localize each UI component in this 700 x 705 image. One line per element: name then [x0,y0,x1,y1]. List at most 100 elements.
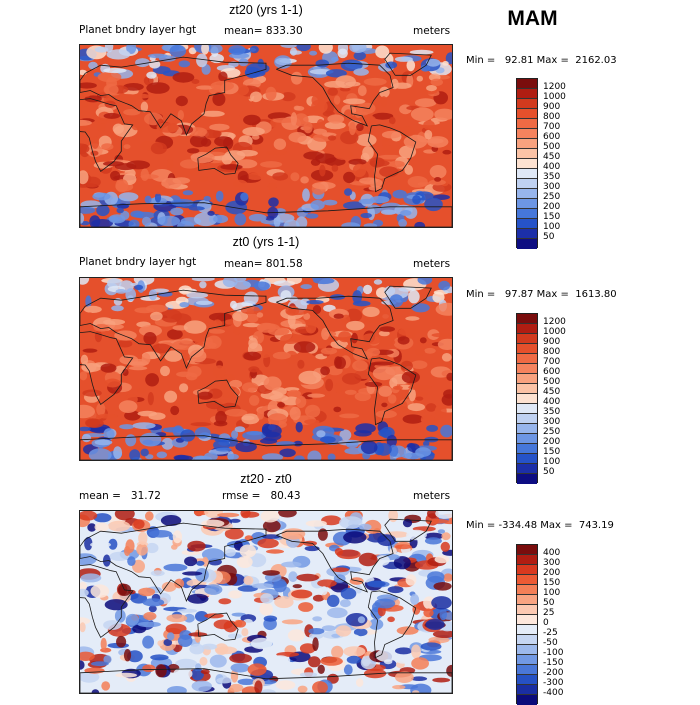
colorbar-swatch [517,374,537,384]
mean-label: mean= 833.30 [224,25,303,37]
colorbar-tick-label: 0 [543,618,549,628]
colorbar-tick-label: 300 [543,182,561,192]
coastline [367,590,417,659]
colorbar-tick-label: 450 [543,387,561,397]
colorbar-tick-label: 500 [543,377,561,387]
colorbar-tick-label: 200 [543,568,561,578]
coastline [384,285,432,309]
mean-label: mean= 801.58 [224,258,303,270]
coastline [80,668,452,693]
colorbar-tick-label: 900 [543,337,561,347]
coastline [384,518,432,542]
panel-title: zt20 - zt0 [240,472,292,486]
colorbar-tick-label: 400 [543,548,561,558]
coastline [276,528,394,593]
colorbar-swatch [517,139,537,149]
colorbar-tick-label: 900 [543,102,561,112]
colorbar-tick-label: 50 [543,467,555,477]
colorbar-swatch [517,119,537,129]
colorbar-tick-label: -400 [543,688,564,698]
colorbar [516,78,538,249]
colorbar-tick-label: 150 [543,447,561,457]
colorbar-swatch [517,149,537,159]
units-label: meters [413,25,451,37]
colorbar-tick-label: -200 [543,668,564,678]
coastline [80,202,452,227]
colorbar-tick-label: 1200 [543,82,566,92]
colorbar-tick-label: 700 [543,357,561,367]
coastline [367,124,417,193]
panel-title: zt20 (yrs 1-1) [229,3,303,17]
colorbar-swatch [517,585,537,595]
colorbar-tick-label: 250 [543,192,561,202]
colorbar-tick-label: 100 [543,588,561,598]
colorbar-swatch [517,605,537,615]
colorbar-tick-label: 450 [543,152,561,162]
coastline [80,289,267,370]
colorbar-tick-label: -50 [543,638,558,648]
coastline [276,62,394,127]
min-max-label: Min = 92.81 Max = 2162.03 [466,55,617,66]
coastline [80,98,134,173]
colorbar-swatch [517,464,537,474]
variable-label: Planet bndry layer hgt [79,24,197,36]
rmse-label: rmse = 80.43 [222,490,301,502]
colorbar-swatch [517,555,537,565]
colorbar-swatch [517,645,537,655]
variable-label: Planet bndry layer hgt [79,256,197,268]
colorbar-tick-label: 100 [543,457,561,467]
colorbar-swatch [517,404,537,414]
coastline [80,522,267,603]
colorbar-swatch [517,655,537,665]
colorbar-swatch [517,384,537,394]
coastline [197,379,239,408]
colorbar-swatch [517,695,537,705]
coastline [197,612,239,641]
panel-title: zt0 (yrs 1-1) [232,235,300,249]
colorbar-swatch [517,565,537,575]
coastline [384,52,432,76]
coastline [80,331,134,406]
colorbar-swatch [517,675,537,685]
colorbar-tick-label: 700 [543,122,561,132]
colorbar-tick-label: 400 [543,162,561,172]
colorbar-swatch [517,545,537,555]
colorbar-swatch [517,89,537,99]
colorbar-tick-label: 800 [543,347,561,357]
colorbar-swatch [517,575,537,585]
season-title: MAM [507,7,558,30]
colorbar [516,544,538,705]
coastline [197,146,239,175]
colorbar-tick-label: 50 [543,598,555,608]
contour-map [80,511,452,693]
colorbar-swatch [517,99,537,109]
colorbar-tick-label: 25 [543,608,555,618]
colorbar-swatch [517,239,537,249]
colorbar-tick-label: 250 [543,427,561,437]
mean-label: mean = 31.72 [79,490,161,502]
coastline [367,357,417,426]
coastline [80,435,452,460]
map-plot [79,277,453,461]
colorbar-tick-label: -150 [543,658,564,668]
contour-map [80,45,452,227]
colorbar-swatch [517,189,537,199]
colorbar-swatch [517,414,537,424]
colorbar-swatch [517,129,537,139]
coastline [80,564,134,639]
colorbar-swatch [517,79,537,89]
colorbar-tick-label: 300 [543,417,561,427]
colorbar-tick-label: 600 [543,132,561,142]
colorbar-tick-label: 1000 [543,327,566,337]
colorbar-swatch [517,209,537,219]
units-label: meters [413,490,451,502]
coastline [276,295,394,360]
colorbar-tick-label: -100 [543,648,564,658]
min-max-label: Min = 97.87 Max = 1613.80 [466,289,617,300]
coastline [80,56,267,137]
colorbar-tick-label: 600 [543,367,561,377]
colorbar-swatch [517,334,537,344]
colorbar-tick-label: 350 [543,407,561,417]
colorbar-tick-label: 50 [543,232,555,242]
colorbar-swatch [517,229,537,239]
